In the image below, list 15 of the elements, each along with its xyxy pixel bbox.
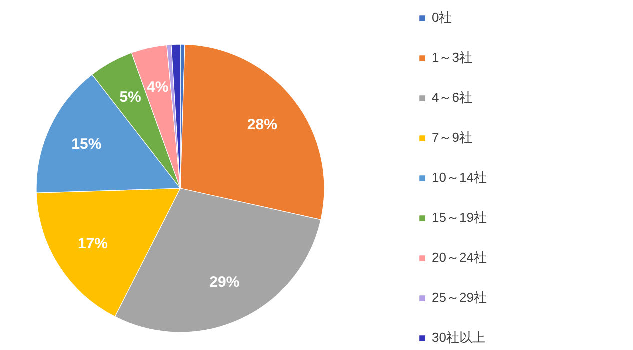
legend-label: 10～14社: [432, 169, 487, 187]
legend-label: 4～6社: [432, 89, 472, 107]
data-label: 28%: [247, 116, 278, 134]
legend-label: 1～3社: [432, 49, 472, 67]
legend-label: 20～24社: [432, 249, 487, 267]
legend-label: 0社: [432, 9, 452, 27]
data-label: 15%: [72, 136, 102, 153]
legend-label: 30社以上: [432, 329, 486, 347]
data-label: 5%: [120, 89, 142, 106]
data-label: 29%: [210, 274, 240, 291]
legend-label: 25～29社: [432, 289, 487, 307]
data-label: 17%: [78, 236, 108, 253]
data-label: 4%: [147, 78, 169, 96]
legend-label: 15～19社: [432, 209, 487, 227]
legend-label: 7～9社: [432, 129, 472, 147]
